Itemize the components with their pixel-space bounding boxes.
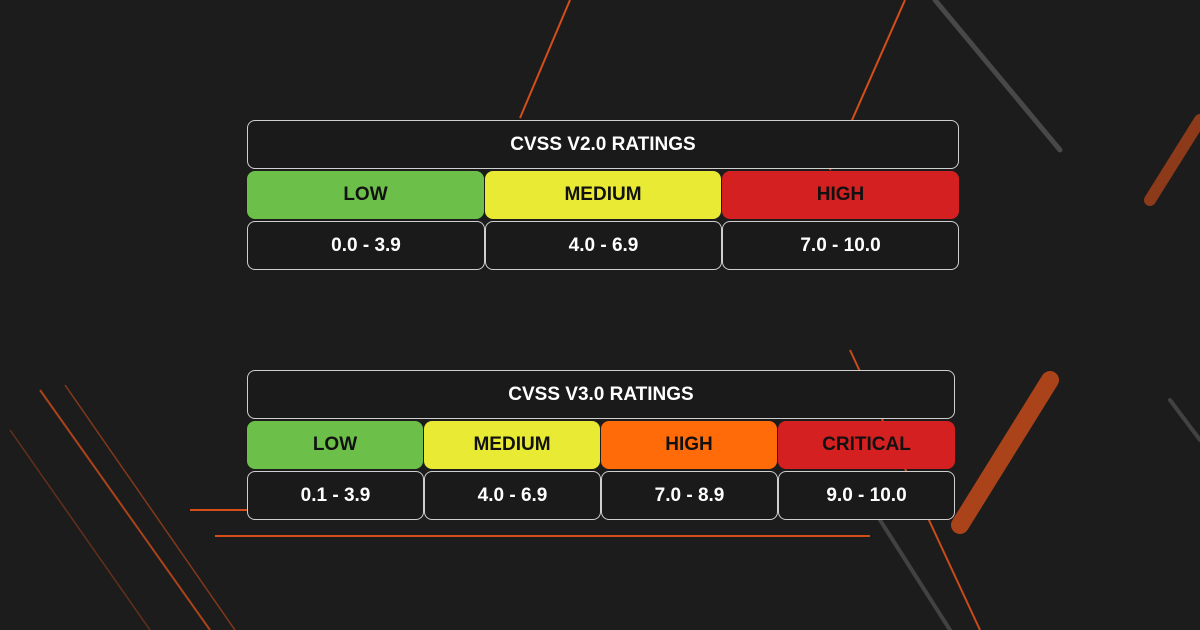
- cvss-v2-rating-low: LOW: [247, 171, 484, 219]
- cvss-v2-range-medium: 4.0 - 6.9: [485, 221, 722, 270]
- cvss-v3-range-critical: 9.0 - 10.0: [778, 471, 955, 520]
- cvss-v3-rating-medium: MEDIUM: [424, 421, 600, 469]
- cvss-v3-range-high: 7.0 - 8.9: [601, 471, 778, 520]
- cvss-v3-range-medium: 4.0 - 6.9: [424, 471, 601, 520]
- cvss-v2-rating-medium: MEDIUM: [485, 171, 721, 219]
- cvss-v2-range-high: 7.0 - 10.0: [722, 221, 959, 270]
- cvss-v2-title: CVSS V2.0 RATINGS: [247, 120, 959, 169]
- cvss-v3-title: CVSS V3.0 RATINGS: [247, 370, 955, 419]
- cvss-v3-rating-critical: CRITICAL: [778, 421, 955, 469]
- cvss-v3-range-low: 0.1 - 3.9: [247, 471, 424, 520]
- cvss-v3-rating-high: HIGH: [601, 421, 777, 469]
- cvss-v2-rating-high: HIGH: [722, 171, 959, 219]
- cvss-v3-rating-low: LOW: [247, 421, 423, 469]
- cvss-v2-range-low: 0.0 - 3.9: [247, 221, 485, 270]
